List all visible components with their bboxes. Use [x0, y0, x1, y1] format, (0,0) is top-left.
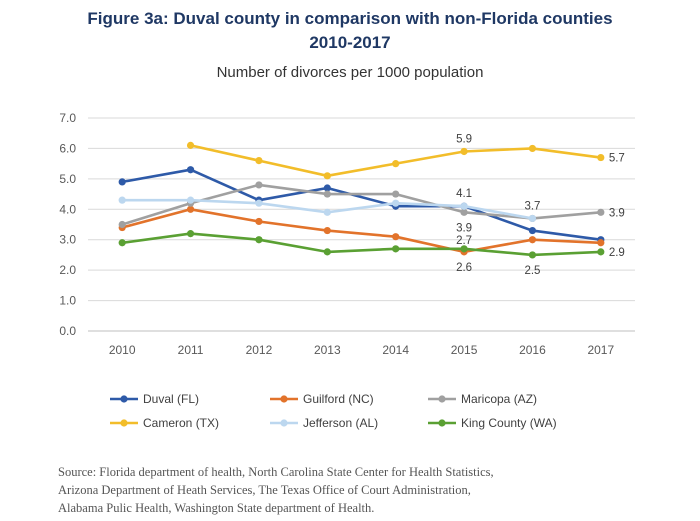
- data-point: [392, 190, 400, 198]
- y-tick-label: 1.0: [59, 294, 76, 308]
- data-point: [460, 245, 468, 253]
- legend-swatch-marker: [280, 395, 288, 403]
- y-tick-label: 2.0: [59, 263, 76, 277]
- source-note: Source: Florida department of health, No…: [58, 463, 678, 517]
- source-line-3: Alabama Pulic Health, Washington State d…: [58, 501, 375, 515]
- chart-subtitle: Number of divorces per 1000 population: [216, 64, 484, 81]
- data-point: [186, 141, 195, 149]
- data-label: 5.7: [609, 153, 625, 165]
- data-point: [597, 239, 605, 247]
- x-tick-label: 2015: [451, 343, 478, 357]
- legend-entry: Maricopa (AZ): [461, 392, 537, 406]
- y-tick-label: 4.0: [59, 202, 76, 216]
- data-point: [186, 205, 195, 213]
- legend-swatch-marker: [120, 419, 128, 427]
- x-tick-label: 2011: [178, 343, 204, 357]
- x-tick-label: 2014: [382, 343, 409, 357]
- legend-entry: Cameron (TX): [143, 416, 219, 430]
- y-tick-label: 0.0: [59, 324, 76, 338]
- data-point: [323, 172, 331, 180]
- data-label: 2.6: [456, 262, 472, 274]
- data-point: [597, 208, 605, 216]
- data-point: [392, 245, 400, 253]
- legend-entry: Jefferson (AL): [303, 416, 378, 430]
- legend-entry: Guilford (NC): [303, 392, 374, 406]
- data-point: [255, 236, 263, 244]
- data-point: [255, 181, 263, 189]
- data-label: 2.9: [609, 247, 625, 259]
- data-point: [528, 144, 537, 153]
- data-label: 3.7: [524, 200, 540, 212]
- data-point: [255, 199, 263, 207]
- data-point: [597, 248, 605, 256]
- data-point: [392, 233, 400, 241]
- data-point: [323, 208, 331, 216]
- series-line-0: [120, 168, 603, 241]
- y-tick-label: 6.0: [59, 141, 76, 155]
- data-label: 4.1: [456, 188, 472, 200]
- data-point: [118, 239, 126, 247]
- data-point: [597, 153, 605, 162]
- data-point: [528, 214, 537, 223]
- data-point: [323, 190, 331, 198]
- data-point: [255, 217, 263, 226]
- y-tick-label: 5.0: [59, 172, 76, 186]
- data-label: 3.9: [609, 207, 625, 219]
- data-point: [186, 230, 195, 238]
- x-tick-label: 2017: [587, 343, 614, 357]
- legend-swatch-marker: [280, 419, 288, 427]
- data-point: [255, 157, 263, 165]
- legend-swatch-marker: [120, 395, 128, 403]
- data-point: [528, 226, 537, 235]
- x-tick-label: 2016: [519, 343, 546, 357]
- data-point: [460, 208, 468, 216]
- source-line-2: Arizona Department of Heath Services, Th…: [58, 483, 471, 497]
- series-line-5: [120, 232, 603, 257]
- x-tick-label: 2013: [314, 343, 341, 357]
- data-point: [528, 236, 537, 244]
- chart-title-line-2: 2010-2017: [309, 33, 391, 52]
- data-point: [392, 199, 400, 207]
- legend-swatch-marker: [438, 419, 446, 427]
- data-point: [392, 160, 400, 168]
- chart-title-line-1: Figure 3a: Duval county in comparison wi…: [87, 9, 613, 28]
- data-point: [118, 196, 126, 204]
- data-point: [460, 147, 468, 156]
- y-tick-label: 3.0: [59, 233, 76, 247]
- legend-entry: Duval (FL): [143, 392, 199, 406]
- data-point: [118, 220, 126, 229]
- data-point: [528, 251, 537, 259]
- data-label: 2.7: [456, 235, 472, 247]
- y-tick-label: 7.0: [59, 111, 76, 125]
- x-tick-label: 2012: [246, 343, 273, 357]
- source-line-1: Source: Florida department of health, No…: [58, 465, 494, 479]
- data-point: [323, 184, 331, 192]
- legend-entry: King County (WA): [461, 416, 557, 430]
- data-point: [460, 202, 468, 210]
- x-tick-label: 2010: [109, 343, 136, 357]
- data-label: 2.5: [524, 265, 540, 277]
- series-line-1: [120, 208, 603, 254]
- legend-swatch-marker: [438, 395, 446, 403]
- data-point: [118, 178, 126, 186]
- data-point: [323, 248, 331, 256]
- data-point: [186, 196, 195, 204]
- data-point: [323, 226, 331, 235]
- data-label: 5.9: [456, 133, 472, 145]
- data-label: 3.9: [456, 222, 472, 234]
- data-point: [186, 166, 195, 174]
